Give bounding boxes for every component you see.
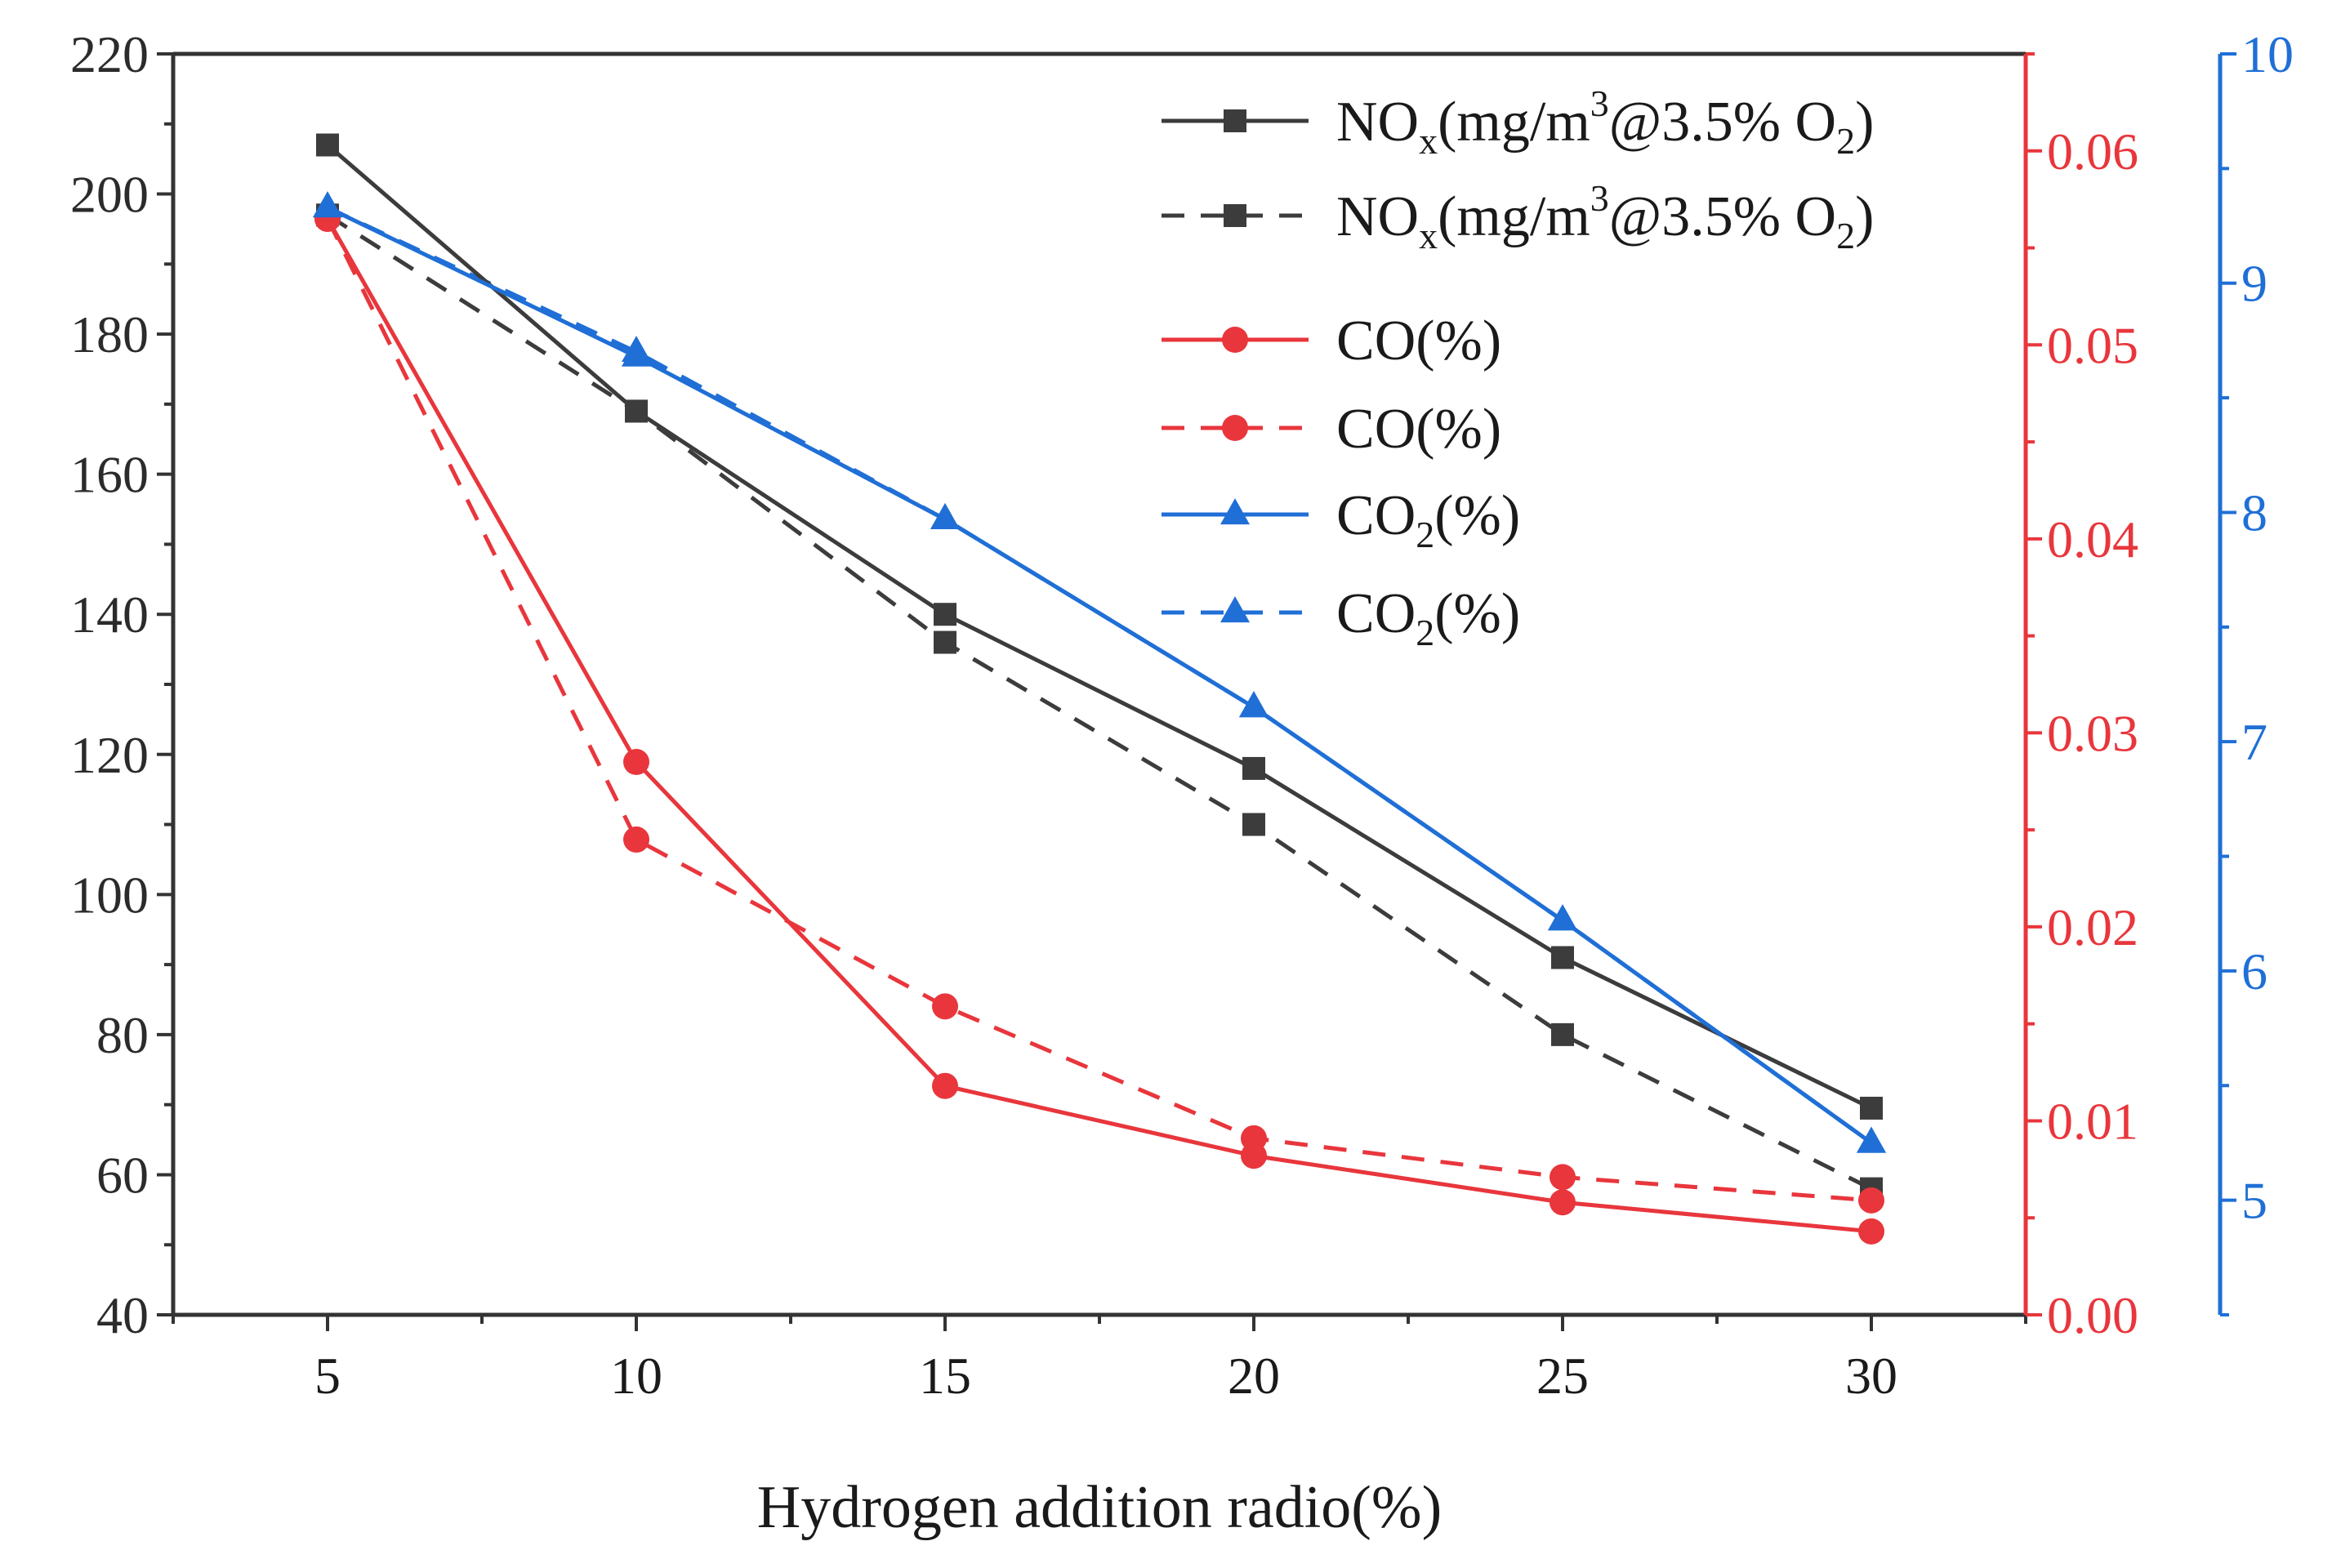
- left-tick-label: 40: [96, 1286, 149, 1344]
- legend-label-1: NOx(mg/m3@3.5% O2): [1336, 82, 1874, 162]
- x-tick-label: 25: [1536, 1347, 1589, 1405]
- left-tick-label: 200: [70, 166, 149, 224]
- data-point-circle: [623, 826, 649, 853]
- left-tick-label: 220: [70, 25, 149, 83]
- series-line-4: [325, 217, 1872, 1203]
- legend-marker-circle: [1222, 327, 1248, 353]
- blue-tick-label: 9: [2241, 255, 2267, 313]
- red-tick-label: 0.06: [2047, 122, 2138, 180]
- data-point-square: [1242, 813, 1265, 836]
- x-tick-label: 30: [1845, 1347, 1897, 1405]
- x-tick-label: 5: [314, 1347, 341, 1405]
- red-tick-label: 0.03: [2047, 704, 2138, 762]
- data-point-circle: [932, 993, 958, 1020]
- data-point-circle: [1858, 1187, 1884, 1214]
- data-point-circle: [1550, 1189, 1576, 1216]
- data-point-triangle: [1239, 691, 1269, 718]
- blue-tick-label: 5: [2241, 1172, 2267, 1230]
- red-tick-label: 0.01: [2047, 1092, 2138, 1150]
- data-point-square: [934, 603, 956, 626]
- data-point-circle: [932, 1072, 958, 1099]
- red-tick-label: 0.02: [2047, 898, 2138, 956]
- blue-tick-label: 6: [2241, 942, 2267, 1000]
- left-tick-label: 140: [70, 586, 149, 644]
- legend-label-5: CO2(%): [1336, 484, 1520, 555]
- x-tick-label: 15: [919, 1347, 971, 1405]
- left-tick-label: 80: [96, 1006, 149, 1064]
- data-point-square: [1551, 946, 1574, 969]
- data-point-triangle: [1548, 904, 1577, 931]
- data-point-circle: [1550, 1164, 1576, 1191]
- data-point-square: [1551, 1022, 1574, 1046]
- legend-label-4: CO(%): [1336, 398, 1501, 461]
- left-tick-label: 100: [70, 866, 149, 924]
- data-point-square: [934, 630, 956, 654]
- left-tick-label: 180: [70, 305, 149, 363]
- legend-label-2: NOx(mg/m3@3.5% O2): [1336, 177, 1874, 256]
- series-line-1: [326, 143, 1873, 1111]
- blue-tick-label: 10: [2241, 25, 2294, 83]
- data-point-square: [1860, 1096, 1883, 1120]
- series-line-3: [325, 217, 1872, 1234]
- data-point-triangle: [1857, 1126, 1886, 1153]
- data-point-triangle: [622, 340, 651, 367]
- series-line-6: [326, 205, 1873, 1145]
- red-tick-label: 0.05: [2047, 316, 2138, 374]
- data-point-circle: [1858, 1218, 1884, 1245]
- legend-marker-triangle: [1220, 498, 1250, 525]
- legend-marker-square: [1224, 109, 1246, 132]
- legend: NOx(mg/m3@3.5% O2) NOx(mg/m3@3.5% O2) CO(%…: [1162, 82, 1874, 653]
- data-point-circle: [1241, 1143, 1267, 1169]
- data-point-square: [316, 133, 339, 157]
- plot-series: [313, 133, 1886, 1245]
- x-tick-label: 10: [610, 1347, 662, 1405]
- data-point-triangle: [313, 191, 342, 218]
- red-tick-label: 0.04: [2047, 510, 2138, 568]
- red-tick-label: 0.00: [2047, 1286, 2138, 1344]
- legend-label-6: CO2(%): [1336, 582, 1520, 653]
- blue-tick-label: 8: [2241, 483, 2267, 541]
- left-tick-label: 60: [96, 1146, 149, 1204]
- series-line-2: [326, 213, 1873, 1191]
- blue-tick-label: 7: [2241, 713, 2267, 771]
- legend-marker-circle: [1222, 415, 1248, 441]
- data-point-circle: [623, 749, 649, 776]
- x-axis-title: Hydrogen addition radio(%): [757, 1474, 1442, 1541]
- series-line-5: [326, 205, 1873, 1145]
- left-tick-label: 160: [70, 446, 149, 504]
- x-tick-label: 20: [1228, 1347, 1280, 1405]
- left-tick-label: 120: [70, 726, 149, 784]
- data-point-square: [1242, 756, 1265, 780]
- legend-marker-triangle: [1220, 596, 1250, 623]
- data-point-square: [625, 399, 648, 423]
- legend-label-3: CO(%): [1336, 310, 1501, 372]
- axes: 40 60 80 100 120 140 160 180 200 220 5 10 15 20 25 30 0.…: [70, 25, 2294, 1405]
- legend-marker-square: [1224, 204, 1246, 227]
- data-point-triangle: [930, 503, 960, 530]
